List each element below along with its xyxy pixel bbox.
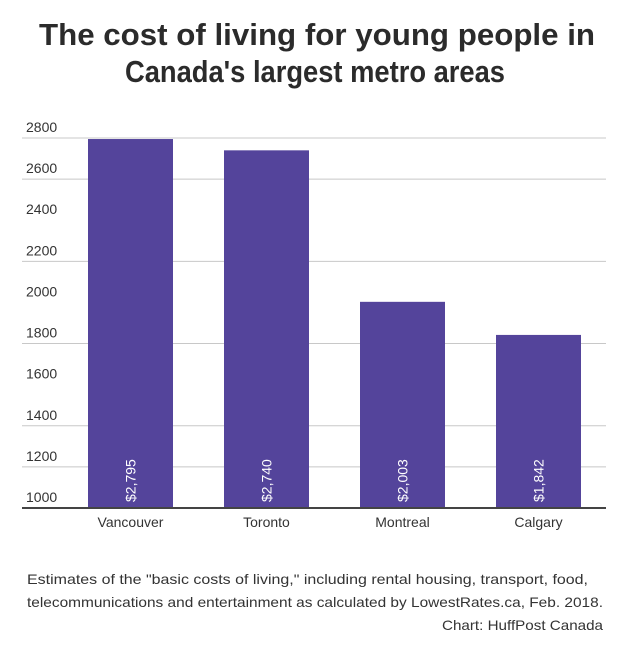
bar-montreal: [360, 301, 445, 508]
x-axis-labels: Vancouver Toronto Montreal Calgary: [98, 514, 563, 530]
bar-toronto: [224, 150, 309, 509]
x-label-calgary: Calgary: [514, 514, 562, 530]
chart-title-line-2: Canada's largest metro areas: [125, 54, 505, 89]
y-tick-label-1600: 1600: [26, 366, 57, 382]
footnote-line-2: telecommunications and entertainment as …: [27, 594, 603, 610]
data-label-calgary: $1,842: [531, 459, 547, 502]
y-tick-label-2400: 2400: [26, 201, 57, 217]
data-label-toronto: $2,740: [259, 459, 275, 502]
y-tick-label-1800: 1800: [26, 325, 57, 341]
y-tick-label-2600: 2600: [26, 160, 57, 176]
x-label-montreal: Montreal: [375, 514, 429, 530]
y-tick-label-2800: 2800: [26, 119, 57, 135]
data-label-montreal: $2,003: [395, 459, 411, 502]
chart-credit: Chart: HuffPost Canada: [442, 617, 603, 633]
y-tick-label-1000: 1000: [26, 489, 57, 505]
chart-title-line-1: The cost of living for young people in: [39, 17, 595, 52]
bars: $2,795 $2,740 $2,003 $1,842: [88, 139, 581, 509]
y-tick-label-2200: 2200: [26, 242, 57, 258]
bar-calgary: [496, 334, 581, 508]
y-tick-label-1400: 1400: [26, 407, 57, 423]
data-label-vancouver: $2,795: [123, 459, 139, 502]
x-label-vancouver: Vancouver: [98, 514, 164, 530]
bar-vancouver: [88, 139, 173, 508]
y-tick-label-1200: 1200: [26, 448, 57, 464]
footnote-line-1: Estimates of the "basic costs of living,…: [27, 571, 588, 587]
y-axis-ticks: 1000 1200 1400 1600 1800 2000 2200 2400 2600 2800: [26, 119, 57, 505]
x-label-toronto: Toronto: [243, 514, 290, 530]
y-tick-label-2000: 2000: [26, 283, 57, 299]
